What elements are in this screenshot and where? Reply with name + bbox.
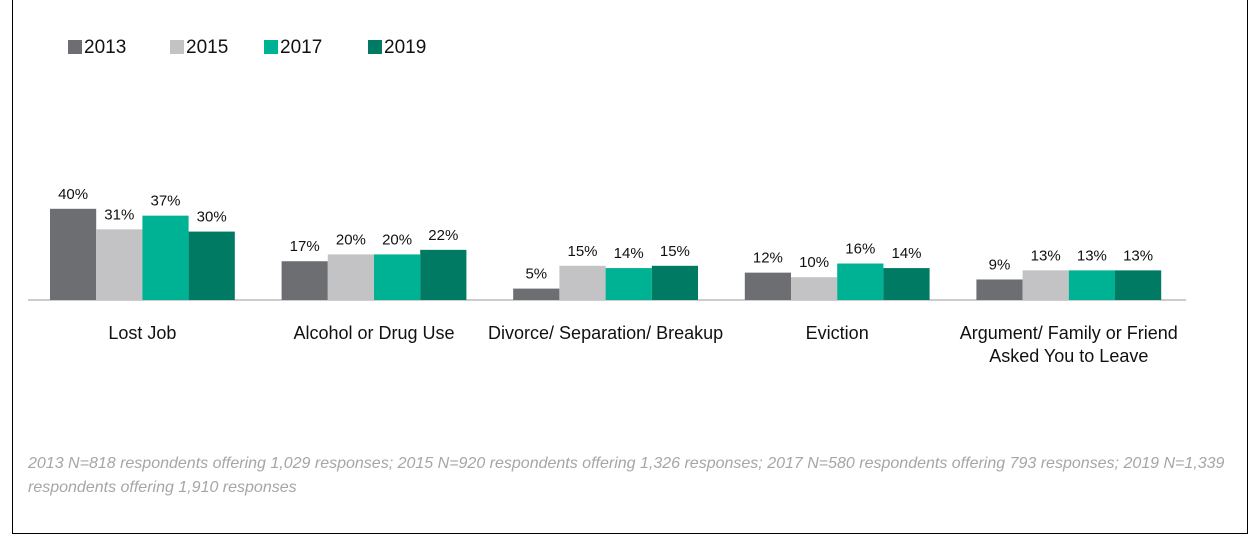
value-label: 10% <box>799 254 829 271</box>
bar <box>513 288 560 300</box>
bar <box>605 268 652 300</box>
value-label: 31% <box>104 206 134 223</box>
bar <box>96 229 143 300</box>
legend-label: 2019 <box>384 37 426 58</box>
bar <box>976 279 1023 300</box>
value-label: 16% <box>845 240 875 257</box>
x-tick-label: Alcohol or Drug Use <box>293 323 455 343</box>
x-tick-label: Lost Job <box>108 323 177 343</box>
legend-label: 2015 <box>186 37 228 58</box>
x-tick-label: Argument/ Family or Friend Asked You to … <box>959 323 1178 366</box>
bar <box>142 215 189 300</box>
legend-swatch <box>68 40 82 54</box>
value-label: 20% <box>336 231 366 248</box>
bar <box>420 249 467 300</box>
value-label: 13% <box>1123 247 1153 264</box>
legend-swatch <box>264 40 278 54</box>
value-label: 22% <box>428 227 458 244</box>
value-label: 30% <box>197 209 227 226</box>
value-label: 14% <box>614 245 644 262</box>
bar <box>559 265 606 300</box>
bar <box>883 268 930 300</box>
bar <box>1022 270 1069 300</box>
bar <box>1115 270 1162 300</box>
bar <box>1068 270 1115 300</box>
footnote: 2013 N=818 respondents offering 1,029 re… <box>28 455 1225 496</box>
value-label: 15% <box>567 243 597 260</box>
bar <box>651 265 698 300</box>
value-label: 13% <box>1031 247 1061 264</box>
bar <box>744 272 791 300</box>
bar <box>791 277 838 300</box>
value-label: 12% <box>753 250 783 267</box>
value-label: 5% <box>525 266 547 283</box>
value-label: 40% <box>58 186 88 203</box>
legend-label: 2017 <box>280 37 322 58</box>
value-label: 15% <box>660 243 690 260</box>
value-label: 13% <box>1077 247 1107 264</box>
value-label: 37% <box>150 193 180 210</box>
bar <box>281 261 328 300</box>
legend-swatch <box>368 40 382 54</box>
x-tick-label: Divorce/ Separation/ Breakup <box>488 323 724 343</box>
bar <box>188 231 235 300</box>
value-label: 14% <box>891 245 921 262</box>
bar <box>327 254 374 300</box>
bar <box>837 263 884 300</box>
legend-label: 2013 <box>84 37 126 58</box>
x-tick-label: Eviction <box>805 323 869 343</box>
value-label: 9% <box>989 256 1011 273</box>
bar <box>374 254 421 300</box>
legend-swatch <box>170 40 184 54</box>
value-label: 17% <box>290 238 320 255</box>
bar <box>50 208 97 300</box>
chart-frame <box>12 0 1248 534</box>
value-label: 20% <box>382 231 412 248</box>
